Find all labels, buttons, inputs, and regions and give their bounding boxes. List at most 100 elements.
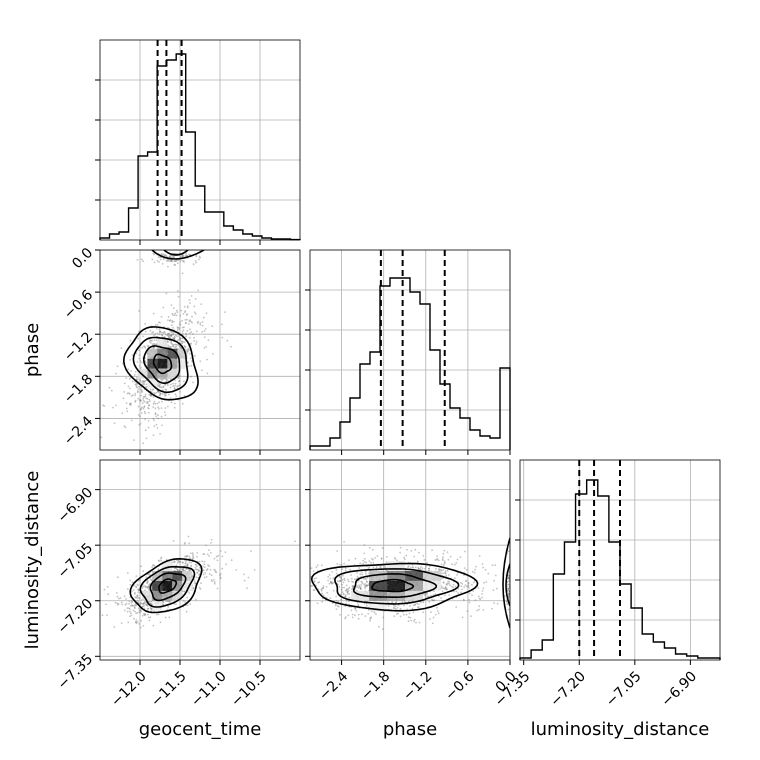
panel-frame <box>99 249 301 451</box>
sample-point <box>346 600 348 602</box>
sample-point <box>350 609 353 612</box>
sample-point <box>158 385 161 388</box>
sample-point <box>184 565 187 567</box>
sample-point <box>358 584 360 587</box>
panel-frame <box>309 249 511 451</box>
sample-point <box>190 320 192 323</box>
sample-point <box>343 593 345 596</box>
sample-point <box>151 258 154 261</box>
sample-point <box>508 575 510 577</box>
sample-point <box>178 328 181 331</box>
density-cell <box>387 590 406 601</box>
sample-point <box>409 605 411 607</box>
density-cell <box>162 590 173 601</box>
sample-point <box>198 258 200 261</box>
sample-point <box>472 590 475 592</box>
sample-point <box>115 404 117 407</box>
sample-point <box>448 594 451 596</box>
sample-point <box>183 380 185 383</box>
sample-point <box>134 596 137 599</box>
sample-point <box>177 335 180 337</box>
sample-point <box>442 564 445 567</box>
sample-point <box>364 570 367 573</box>
sample-point <box>163 393 166 395</box>
contour-line <box>139 565 196 608</box>
sample-point <box>468 587 470 589</box>
sample-point <box>230 559 233 562</box>
sample-point <box>170 304 173 306</box>
sample-point <box>167 326 169 329</box>
sample-point <box>417 561 419 564</box>
sample-point <box>135 586 138 589</box>
contour-line <box>122 326 199 401</box>
sample-point <box>135 385 138 388</box>
sample-point <box>168 332 171 335</box>
panel-phase_vs_geocent_time <box>100 250 300 450</box>
sample-point <box>243 573 245 576</box>
sample-point <box>463 599 465 601</box>
sample-point <box>168 255 171 258</box>
sample-point <box>135 377 138 379</box>
sample-point <box>134 610 136 613</box>
sample-point <box>352 581 354 583</box>
sample-point <box>413 620 415 623</box>
sample-point <box>175 335 178 337</box>
sample-point <box>416 560 419 563</box>
sample-point <box>426 595 429 598</box>
sample-point <box>158 401 160 404</box>
sample-point <box>190 552 192 555</box>
sample-point <box>199 323 202 326</box>
sample-point <box>372 562 375 564</box>
sample-point <box>139 626 142 629</box>
sample-point <box>364 587 367 589</box>
sample-point <box>338 580 341 582</box>
sample-point <box>144 613 147 616</box>
sample-point <box>152 396 155 398</box>
sample-point <box>139 609 142 612</box>
sample-point <box>445 588 448 591</box>
sample-point <box>181 568 184 570</box>
sample-point <box>514 599 516 601</box>
sample-point <box>193 581 196 583</box>
sample-point <box>507 592 510 595</box>
sample-point <box>198 569 200 572</box>
sample-point <box>148 600 151 603</box>
sample-point <box>127 368 130 371</box>
sample-point <box>140 619 143 622</box>
sample-point <box>418 551 420 554</box>
sample-point <box>140 389 143 392</box>
sample-point <box>175 260 177 263</box>
sample-point <box>467 584 470 587</box>
sample-point <box>139 399 142 402</box>
sample-point <box>189 302 192 304</box>
sample-point <box>188 332 191 335</box>
sample-point <box>134 394 136 397</box>
sample-point <box>250 550 252 553</box>
sample-point <box>208 555 211 557</box>
sample-point <box>209 569 212 571</box>
sample-point <box>173 263 176 266</box>
sample-point <box>141 402 144 405</box>
sample-point <box>494 564 497 566</box>
sample-point <box>138 609 141 611</box>
sample-point <box>172 540 175 542</box>
sample-point <box>331 602 334 604</box>
sample-point <box>183 543 186 545</box>
sample-point <box>150 579 153 582</box>
sample-point <box>367 612 370 615</box>
sample-point <box>508 593 510 596</box>
sample-point <box>426 562 428 564</box>
sample-point <box>142 603 144 605</box>
sample-point <box>182 255 185 257</box>
sample-point <box>482 566 485 569</box>
sample-point <box>153 419 155 422</box>
sample-point <box>347 588 350 590</box>
sample-point <box>421 567 424 570</box>
sample-point <box>143 613 146 615</box>
sample-point <box>178 336 181 339</box>
sample-point <box>139 609 142 612</box>
x-axis-label-phase: phase <box>383 719 437 740</box>
contour-line <box>371 578 415 593</box>
sample-point <box>204 572 207 574</box>
sample-point <box>224 311 226 313</box>
